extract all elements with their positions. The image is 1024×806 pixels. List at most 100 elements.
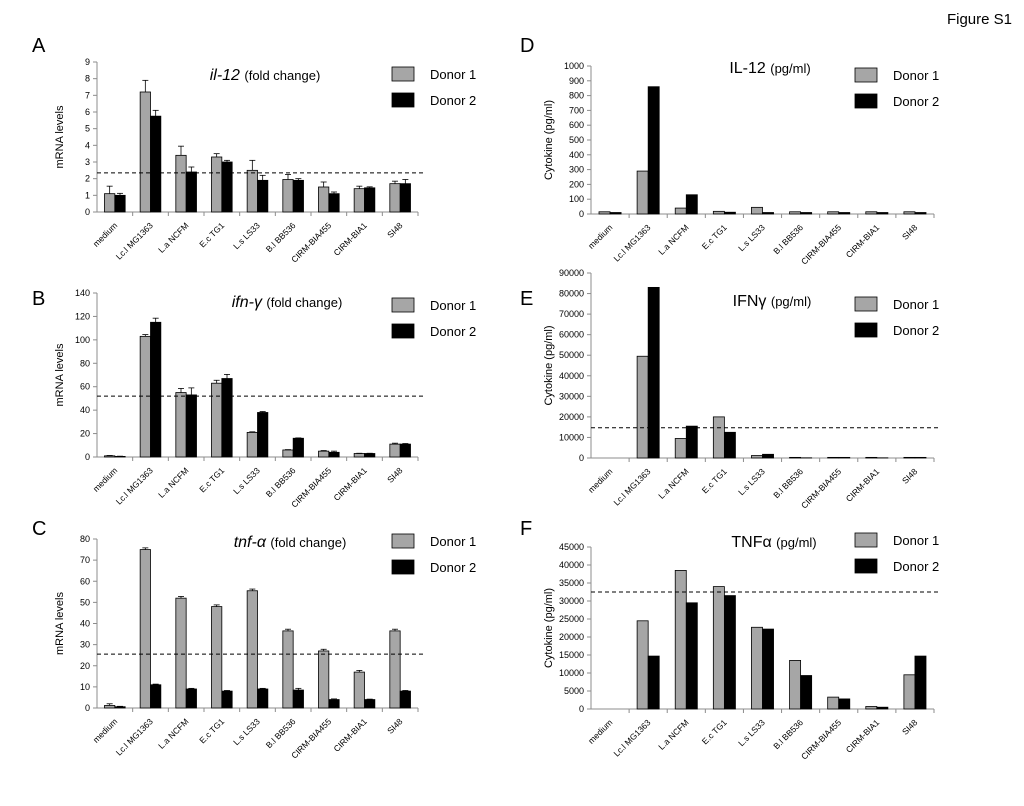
bar-donor2 bbox=[364, 699, 376, 709]
panel-letter: F bbox=[520, 518, 532, 540]
bar-donor1 bbox=[903, 456, 916, 459]
bar-donor1 bbox=[139, 91, 151, 213]
bar-donor1 bbox=[789, 456, 802, 459]
legend-swatch-donor2 bbox=[391, 92, 415, 108]
bar-donor2 bbox=[114, 706, 126, 709]
x-tick-label: medium bbox=[91, 220, 119, 248]
bar-donor2 bbox=[723, 431, 736, 459]
x-tick-label: E.c TG1 bbox=[197, 716, 226, 745]
bar-donor2 bbox=[685, 425, 698, 459]
y-tick-label: 90000 bbox=[559, 268, 584, 278]
chart-panel-f: F 0 5000 10000 15000 20000 25000 30000 35000 4000… bbox=[520, 518, 940, 761]
bar-donor1 bbox=[246, 431, 258, 458]
x-tick-label: Lc.l MG1363 bbox=[611, 466, 652, 507]
y-tick-label: 0 bbox=[579, 209, 584, 219]
y-tick-label: 10000 bbox=[559, 668, 584, 678]
y-tick-label: 120 bbox=[75, 311, 90, 321]
panel-letter: C bbox=[32, 518, 46, 540]
x-tick-label: L.s LS33 bbox=[231, 716, 262, 747]
y-tick-label: 1 bbox=[85, 190, 90, 200]
bar-donor1 bbox=[598, 211, 611, 215]
bar-donor2 bbox=[328, 193, 340, 213]
y-tick-label: 40000 bbox=[559, 560, 584, 570]
bar-donor2 bbox=[292, 179, 304, 213]
y-tick-label: 300 bbox=[569, 165, 584, 175]
bar-donor1 bbox=[636, 170, 649, 215]
chart-title-suffix: (pg/ml) bbox=[771, 294, 811, 309]
x-tick-label: L.s LS33 bbox=[736, 222, 767, 253]
bar-donor2 bbox=[399, 183, 411, 213]
chart-title: TNFα (pg/ml) bbox=[731, 534, 816, 551]
legend-label-donor2: Donor 2 bbox=[893, 559, 939, 574]
legend-swatch-donor2 bbox=[391, 323, 415, 339]
y-tick-label: 60 bbox=[80, 576, 90, 586]
x-tick-label: L.a NCFM bbox=[156, 220, 190, 254]
chart-title-suffix: (fold change) bbox=[244, 68, 320, 83]
x-tick-label: CIRM-BIA455 bbox=[799, 717, 843, 761]
bar-donor2 bbox=[328, 451, 340, 458]
y-tick-label: 0 bbox=[85, 452, 90, 462]
y-tick-label: 80 bbox=[80, 358, 90, 368]
chart-title: ifn-γ (fold change) bbox=[232, 294, 343, 311]
bar-donor1 bbox=[246, 590, 258, 709]
legend: Donor 1 Donor 2 bbox=[854, 67, 939, 109]
y-tick-label: 100 bbox=[569, 194, 584, 204]
x-tick-label: L.a NCFM bbox=[656, 222, 690, 256]
y-tick-label: 9 bbox=[85, 57, 90, 67]
legend-swatch-donor1 bbox=[391, 533, 415, 549]
chart-panel-d: D 0 100 200 300 400 500 600 700 800 900 1000 Cytokin… bbox=[520, 35, 939, 266]
bar-donor2 bbox=[647, 286, 660, 459]
y-tick-label: 800 bbox=[569, 91, 584, 101]
y-tick-label: 10 bbox=[80, 682, 90, 692]
bar-donor2 bbox=[838, 212, 851, 215]
y-tick-label: 0 bbox=[85, 703, 90, 713]
chart-title-main: tnf-α bbox=[234, 534, 271, 551]
bar-donor2 bbox=[150, 684, 162, 709]
y-tick-label: 15000 bbox=[559, 650, 584, 660]
legend-swatch-donor1 bbox=[854, 67, 878, 83]
y-tick-label: 70000 bbox=[559, 309, 584, 319]
x-tick-label: B.l BB536 bbox=[264, 465, 298, 499]
x-tick-label: SI48 bbox=[900, 466, 920, 486]
bar-donor1 bbox=[827, 696, 840, 710]
chart-title-suffix: (fold change) bbox=[266, 295, 342, 310]
y-tick-label: 35000 bbox=[559, 578, 584, 588]
bar-donor2 bbox=[914, 456, 927, 459]
bar-donor1 bbox=[175, 597, 187, 709]
panel-letter: A bbox=[32, 35, 46, 57]
y-tick-label: 50000 bbox=[559, 350, 584, 360]
y-tick-label: 20 bbox=[80, 661, 90, 671]
bar-donor1 bbox=[712, 586, 725, 710]
bar-donor2 bbox=[221, 378, 233, 458]
bar-donor2 bbox=[399, 443, 411, 458]
legend-swatch-donor2 bbox=[854, 322, 878, 338]
bar-donor1 bbox=[211, 156, 223, 213]
y-tick-label: 100 bbox=[75, 335, 90, 345]
bar-donor2 bbox=[762, 453, 774, 459]
bar-donor2 bbox=[838, 456, 851, 459]
y-tick-label: 900 bbox=[569, 76, 584, 86]
x-tick-label: CIRM-BIA455 bbox=[799, 222, 843, 266]
x-tick-label: SI48 bbox=[900, 222, 920, 242]
bar-donor1 bbox=[674, 570, 687, 710]
y-axis-label: Cytokine (pg/ml) bbox=[543, 325, 555, 405]
panel-letter: D bbox=[520, 35, 534, 57]
y-tick-label: 30000 bbox=[559, 596, 584, 606]
x-tick-label: B.l BB536 bbox=[771, 222, 805, 256]
x-tick-label: E.c TG1 bbox=[700, 222, 729, 251]
y-tick-label: 7 bbox=[85, 90, 90, 100]
legend: Donor 1 Donor 2 bbox=[391, 297, 476, 339]
x-tick-label: L.a NCFM bbox=[656, 717, 690, 751]
legend: Donor 1 Donor 2 bbox=[854, 532, 939, 574]
legend-swatch-donor1 bbox=[854, 296, 878, 312]
x-tick-label: medium bbox=[586, 466, 614, 494]
x-tick-label: CIRM-BIA1 bbox=[844, 222, 882, 260]
x-tick-label: B.l BB536 bbox=[264, 716, 298, 750]
bar-donor1 bbox=[353, 188, 365, 213]
bar-donor1 bbox=[353, 453, 365, 458]
legend-swatch-donor2 bbox=[391, 559, 415, 575]
bar-donor2 bbox=[185, 688, 197, 709]
chart-title-main: TNFα bbox=[731, 534, 776, 551]
bar-donor2 bbox=[914, 212, 927, 215]
y-axis-label: Cytokine (pg/ml) bbox=[543, 100, 555, 180]
